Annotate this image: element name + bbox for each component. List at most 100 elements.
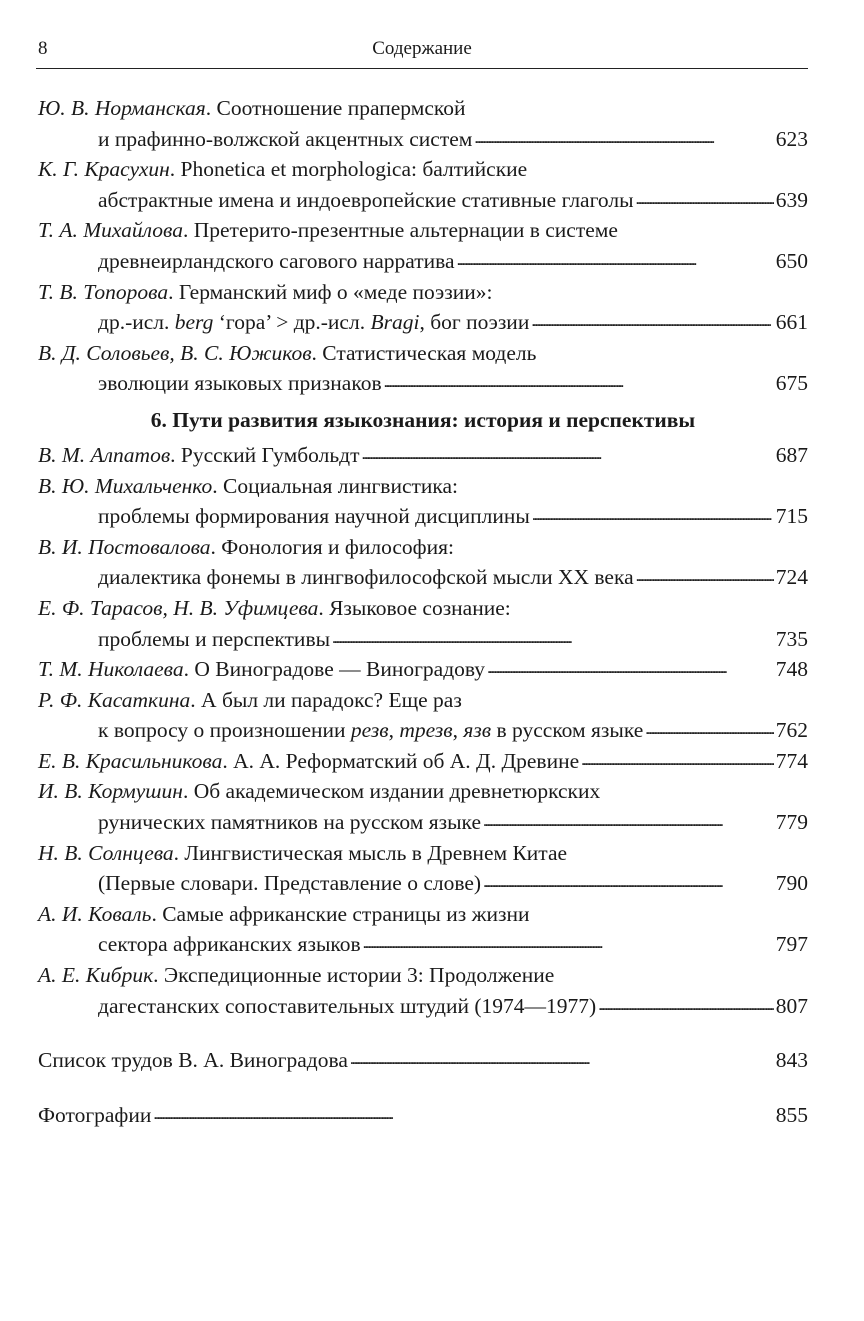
page-number: 8 [38,38,48,59]
italic-segment: В. М. Алпатов [38,442,171,467]
dot-leader [382,368,774,399]
text-segment: (Первые словари. Представление о слове) [98,871,482,896]
page-ref: 807 [775,993,808,1018]
page-ref: 774 [775,748,808,773]
toc-entry-line: диалектика фонемы в лингвофилософской мы… [38,562,808,593]
text-segment: и прафинно-волжской акцентных систем [98,126,473,151]
entry-text: диалектика фонемы в лингвофилософской мы… [98,562,634,593]
text-segment: , [452,718,464,743]
text-segment: Фотографии [38,1102,152,1127]
toc-entry: А. Е. Кибрик. Экспедиционные истории 3: … [38,960,808,1021]
entry-text: дагестанских сопоставительных штудий (19… [98,991,596,1022]
toc-entry: Фотографии 855 [38,1100,808,1131]
toc-entry: Т. М. Николаева. О Виноградове — Виногра… [38,654,808,685]
toc-entry: Е. Ф. Тарасов, Н. В. Уфимцева. Языковое … [38,593,808,654]
toc-entry-line: эволюции языковых признаков 675 [38,368,808,399]
toc-entry-line: В. Д. Соловьев, В. С. Южиков. Статистиче… [38,338,808,369]
toc-entry-line: дагестанских сопоставительных штудий (19… [38,991,808,1022]
text-segment: . Самые африканские страницы из жизни [151,901,530,926]
italic-segment: Т. А. Михайлова [38,218,183,243]
text-segment: . А был ли парадокс? Еще раз [190,687,462,712]
toc-group-2: В. М. Алпатов. Русский Гумбольдт 687 В. Ю.… [38,440,808,1021]
dot-leader [361,929,774,960]
dot-leader [634,185,774,216]
entry-text: эволюции языковых признаков [98,368,382,399]
text-segment: . Соотношение прапермской [205,96,466,120]
dot-leader [634,562,774,593]
toc-entry-line: И. В. Кормушин. Об академическом издании… [38,776,808,807]
entry-text: проблемы и перспективы [98,624,330,655]
text-segment: Список трудов В. А. Виноградова [38,1048,348,1073]
dot-leader [348,1045,774,1076]
text-segment: . Экспедиционные истории 3: Продолжение [153,963,555,988]
toc-entry-line: Фотографии 855 [38,1100,808,1131]
toc-entry: Т. В. Топорова. Германский миф о «меде п… [38,277,808,338]
toc-entry: Т. А. Михайлова. Претерито-презентные ал… [38,215,808,276]
entry-text: Т. А. Михайлова. Претерито-презентные ал… [38,215,618,246]
toc-entry-line: древнеирландского сагового нарратива 650 [38,246,808,277]
italic-segment: Е. В. Красильникова [38,748,223,773]
toc-entry-line: др.-исл. berg ‘гора’ > др.-исл. Bragi, б… [38,307,808,338]
entry-text: Список трудов В. А. Виноградова [38,1045,348,1076]
text-segment: , бог поэзии [419,310,530,335]
entry-text: древнеирландского сагового нарратива [98,246,455,277]
text-segment: сектора африканских языков [98,932,361,957]
entry-text: сектора африканских языков [98,929,361,960]
toc-entry-line: рунических памятников на русском языке 77… [38,807,808,838]
italic-segment: В. Ю. Михальченко [38,473,213,498]
page-ref: 661 [775,310,808,335]
text-segment: в русском языке [491,718,644,743]
text-segment: . Социальная лингвистика: [212,473,459,498]
text-segment: абстрактные имена и индоевропейские стат… [98,187,634,212]
toc-entry-line: Е. В. Красильникова. А. А. Реформатский … [38,746,808,777]
dot-leader [481,807,774,838]
toc-entry-line: проблемы и перспективы 735 [38,624,808,655]
dot-leader [579,746,774,777]
page-ref: 748 [775,657,808,682]
page-ref: 724 [775,565,808,590]
toc-entry-line: В. М. Алпатов. Русский Гумбольдт 687 [38,440,808,471]
entry-text: Н. В. Солнцева. Лингвистическая мысль в … [38,838,567,869]
text-segment: ‘гора’ > др.-исл. [213,310,371,335]
page-ref: 855 [775,1102,808,1127]
entry-text: И. В. Кормушин. Об академическом издании… [38,776,600,807]
entry-text: А. И. Коваль. Самые африканские страницы… [38,899,529,930]
text-segment: древнеирландского сагового нарратива [98,248,455,273]
toc-entry-line: Ю. В. Норманская. Соотношение прапермско… [38,93,808,124]
text-segment: . А. А. Реформатский об А. Д. Древине [222,748,580,773]
text-segment: . Языковое сознание: [318,595,511,620]
dot-leader [481,868,774,899]
toc-entry-line: А. Е. Кибрик. Экспедиционные истории 3: … [38,960,808,991]
toc-entry-line: абстрактные имена и индоевропейские стат… [38,185,808,216]
text-segment: . Об академическом издании древнетюркски… [182,779,601,804]
toc-entry: В. Ю. Михальченко. Социальная лингвистик… [38,471,808,532]
page-ref: 843 [775,1048,808,1073]
dot-leader [151,1100,773,1131]
toc-entry-line: и прафинно-волжской акцентных систем 623 [38,124,808,155]
page-ref: 779 [775,810,808,835]
dot-leader [485,654,774,685]
italic-segment: Bragi [370,310,420,335]
entry-text: А. Е. Кибрик. Экспедиционные истории 3: … [38,960,554,991]
text-segment: . Phonetica et morphologica: балтийские [169,157,528,182]
toc-entry-line: проблемы формирования научной дисциплины… [38,501,808,532]
page-ref: 650 [775,248,808,273]
toc-entry-line: В. Ю. Михальченко. Социальная лингвистик… [38,471,808,502]
entry-text: к вопросу о произношении резв, трезв, яз… [98,715,643,746]
italic-segment: Ю. В. Норманская [38,96,206,120]
italic-segment: В. И. Постовалова [38,534,211,559]
page-ref: 790 [775,871,808,896]
running-header: 8 Содержание [36,34,808,69]
dot-leader [529,307,773,338]
text-segment: дагестанских сопоставительных штудий (19… [98,993,597,1018]
italic-segment: язв [463,718,492,743]
italic-segment: А. Е. Кибрик [38,963,154,988]
entry-text: Р. Ф. Касаткина. А был ли парадокс? Еще … [38,685,462,716]
text-segment: , [388,718,400,743]
toc-entry: Ю. В. Норманская. Соотношение прапермско… [38,93,808,154]
text-segment: . Лингвистическая мысль в Древнем Китае [173,840,568,865]
entry-text: рунических памятников на русском языке [98,807,481,838]
page-ref: 797 [775,932,808,957]
dot-leader [643,715,773,746]
dot-leader [360,440,774,471]
